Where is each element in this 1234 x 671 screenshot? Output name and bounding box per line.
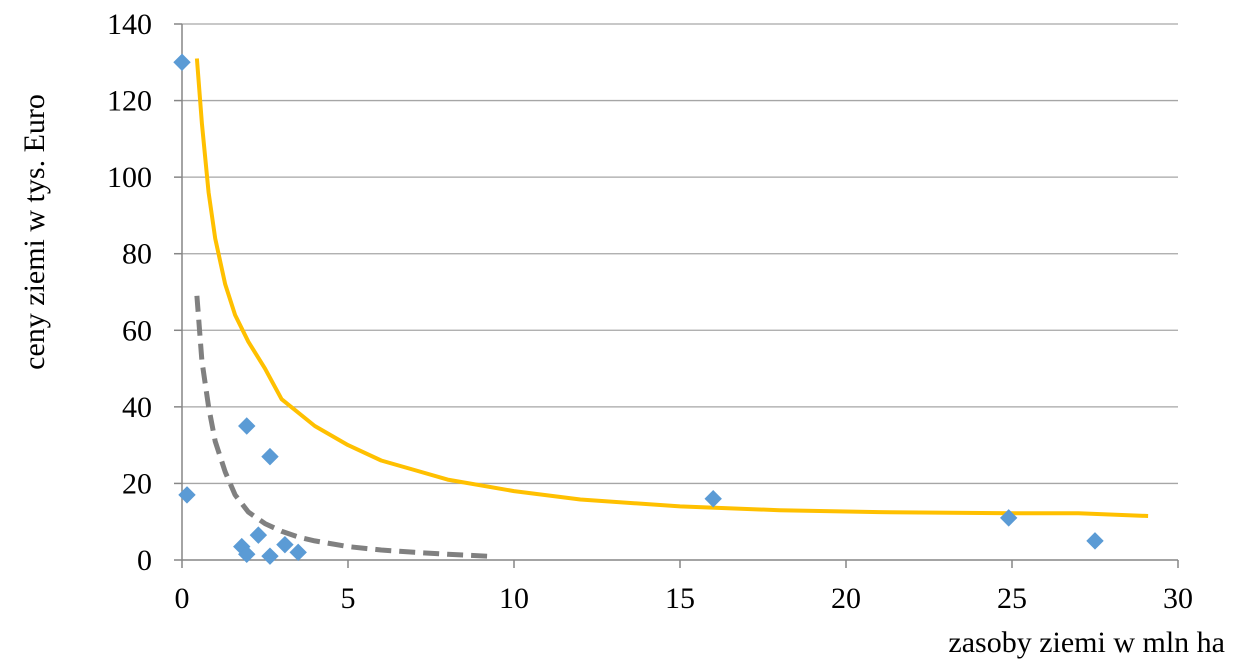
y-tick-label: 40 (122, 391, 152, 424)
y-tick-label: 140 (107, 8, 152, 41)
y-tick-label: 60 (122, 314, 152, 347)
data-point-7 (261, 547, 279, 565)
data-point-8 (276, 535, 294, 554)
data-point-3 (238, 417, 256, 435)
data-points (173, 53, 1104, 565)
x-axis-title: zasoby ziemi w mln ha (948, 626, 1225, 659)
x-tick-label: 10 (499, 582, 529, 615)
x-tick-label: 20 (831, 582, 861, 615)
trendline-solid (194, 58, 1149, 518)
data-point-1 (178, 486, 196, 504)
data-point-9 (289, 543, 307, 562)
data-point-5 (249, 526, 268, 544)
data-point-10 (704, 490, 722, 508)
x-tick-label: 30 (1163, 582, 1193, 615)
data-point-12 (1086, 532, 1104, 550)
y-tick-label: 20 (122, 467, 152, 500)
data-point-6 (261, 447, 279, 466)
y-tick-label: 0 (137, 544, 152, 577)
gridlines (182, 23, 1178, 485)
data-point-4 (238, 545, 256, 563)
y-tick-label: 120 (107, 85, 152, 118)
x-tick-label: 5 (341, 582, 356, 615)
axes (174, 23, 1179, 568)
x-tick-label: 0 (175, 582, 190, 615)
trendlines (194, 58, 1149, 559)
data-point-11 (999, 509, 1018, 527)
x-tick-label: 15 (665, 582, 695, 615)
y-axis-title: ceny ziemi w tys. Euro (18, 94, 51, 370)
trendline-dashed (194, 295, 488, 559)
y-tick-label: 100 (107, 161, 152, 194)
tick-labels: 0 5 10 15 20 25 30 0 20 40 60 80 100 120 140 (107, 8, 1193, 615)
y-tick-label: 80 (122, 238, 152, 271)
x-tick-label: 25 (997, 582, 1027, 615)
data-point-0 (173, 53, 191, 71)
